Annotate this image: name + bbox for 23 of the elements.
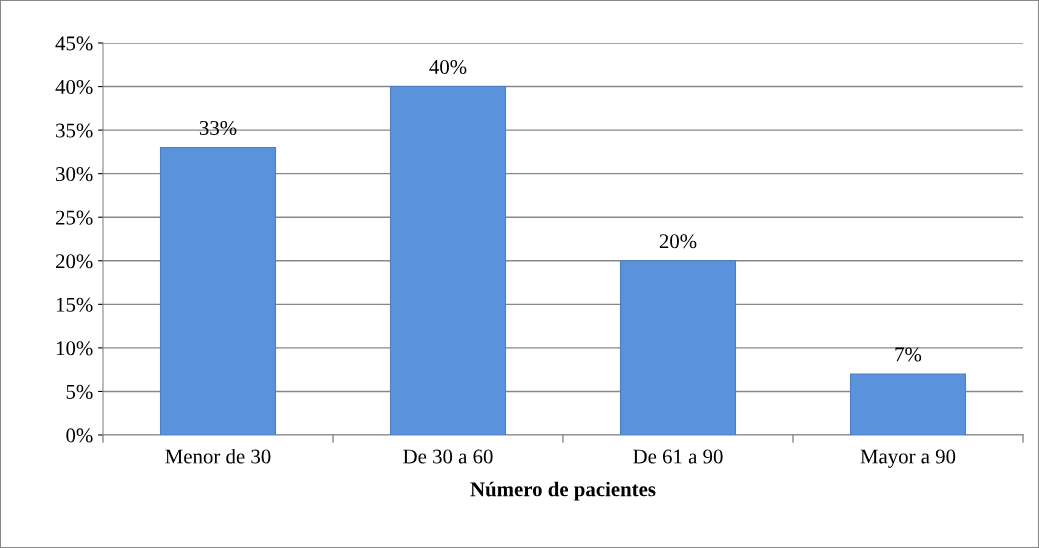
y-tick-label: 35% bbox=[56, 123, 93, 138]
y-tick-label: 25% bbox=[56, 210, 93, 225]
y-tick-label: 5% bbox=[66, 384, 93, 399]
bar bbox=[619, 260, 737, 435]
data-label: 40% bbox=[429, 59, 467, 75]
y-tick-label: 45% bbox=[55, 36, 93, 51]
x-tick-label: De 30 a 60 bbox=[403, 449, 493, 464]
x-axis-title: Número de pacientes bbox=[470, 481, 656, 501]
bar bbox=[849, 373, 967, 435]
y-tick-label: 30% bbox=[56, 167, 93, 182]
y-tick-label: 0% bbox=[66, 428, 93, 443]
y-tick-label: 15% bbox=[56, 297, 93, 312]
y-tick-label: 10% bbox=[56, 341, 93, 356]
data-label: 33% bbox=[199, 120, 237, 136]
bar bbox=[389, 86, 507, 435]
data-label: 7% bbox=[895, 347, 922, 362]
y-tick-label: 40% bbox=[55, 79, 93, 95]
bar bbox=[159, 146, 277, 435]
x-tick-label: De 61 a 90 bbox=[633, 449, 723, 464]
x-tick-label: Mayor a 90 bbox=[860, 449, 956, 468]
y-tick-label: 20% bbox=[56, 254, 93, 269]
data-label: 20% bbox=[659, 234, 697, 249]
x-tick-label: Menor de 30 bbox=[165, 448, 271, 464]
